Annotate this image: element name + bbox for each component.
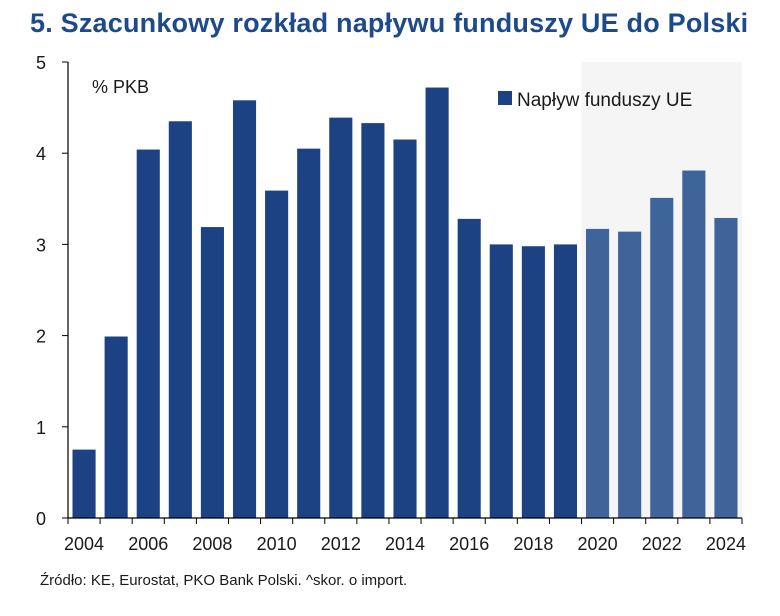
source-note: Źródło: KE, Eurostat, PKO Bank Polski. ^… (40, 572, 408, 589)
legend: Napływ funduszy UE (498, 90, 692, 111)
bar-2004 (72, 449, 96, 518)
legend-swatch (498, 91, 512, 105)
x-tick-label: 2024 (706, 534, 746, 554)
x-tick-label: 2004 (64, 534, 104, 554)
bar-2014 (393, 139, 417, 518)
x-tick-label: 2006 (128, 534, 168, 554)
y-tick-label: 3 (36, 235, 46, 255)
bar-2023 (682, 170, 706, 518)
y-axis-ticks: 0 1 2 3 4 5 (36, 53, 68, 529)
x-tick-label: 2014 (385, 534, 425, 554)
bar-2019 (553, 244, 578, 518)
bar-2017 (489, 244, 513, 518)
bar-2020 (586, 228, 610, 518)
bar-2016 (457, 218, 481, 518)
y-tick-label: 4 (36, 144, 46, 164)
x-tick-label: 2018 (513, 534, 553, 554)
x-tick-label: 2012 (321, 534, 361, 554)
y-tick-label: 2 (36, 327, 46, 347)
bar-2007 (168, 121, 192, 518)
bar-2006 (136, 149, 160, 518)
bar-2013 (361, 123, 385, 518)
bar-2015 (425, 87, 449, 518)
bars-group (72, 87, 738, 519)
chart-title: 5. Szacunkowy rozkład napływu funduszy U… (30, 8, 749, 38)
x-tick-label: 2008 (192, 534, 232, 554)
x-tick-label: 2022 (642, 534, 682, 554)
x-tick-label: 2010 (257, 534, 297, 554)
unit-label: % PKB (92, 77, 149, 97)
y-tick-label: 1 (36, 418, 46, 438)
y-tick-label: 0 (36, 509, 46, 529)
x-axis-ticks: 2004 2006 2008 2010 2012 2014 2016 2018 2020 2022… (64, 518, 746, 554)
bar-2018 (521, 246, 545, 518)
bar-2024 (714, 217, 738, 518)
x-tick-label: 2020 (578, 534, 618, 554)
bar-2005 (104, 336, 128, 518)
axes-group (67, 62, 742, 519)
bar-2012 (329, 117, 353, 518)
bar-2011 (297, 148, 321, 518)
bar-2009 (232, 100, 257, 518)
x-tick-label: 2016 (449, 534, 489, 554)
y-tick-label: 5 (36, 53, 46, 73)
bar-2010 (265, 190, 289, 519)
bar-2022 (650, 197, 674, 518)
bar-2021 (618, 231, 642, 518)
bar-2008 (200, 227, 224, 518)
legend-label: Napływ funduszy UE (517, 90, 692, 111)
